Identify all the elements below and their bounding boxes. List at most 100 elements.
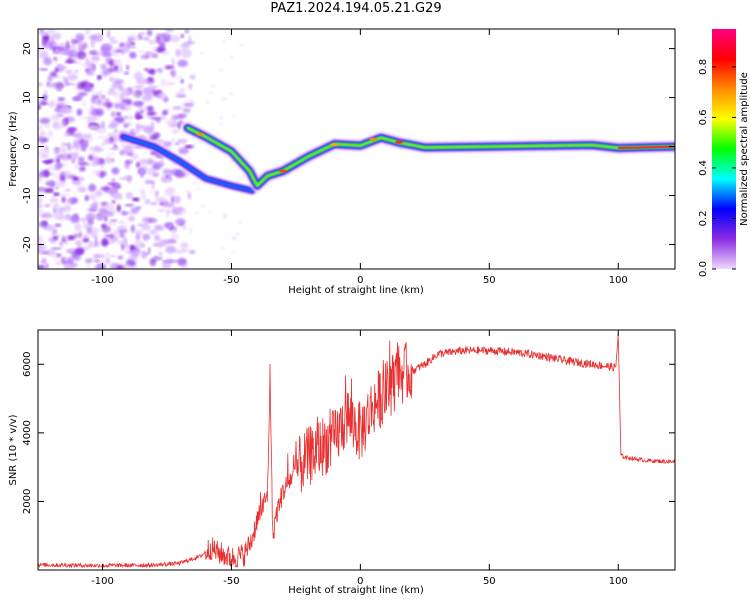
noise-blob: [142, 87, 152, 95]
noise-blob: [222, 215, 227, 219]
noise-blob: [96, 135, 106, 139]
noise-blob: [205, 100, 210, 104]
noise-blob: [74, 133, 83, 140]
noise-blob: [195, 187, 200, 191]
noise-blob: [71, 180, 82, 185]
ridge-hotspot: [196, 132, 205, 136]
colorbar-tick-label: 0.2: [698, 211, 709, 227]
noise-blob: [95, 212, 105, 221]
noise-blob: [83, 86, 91, 93]
noise-blob: [144, 158, 155, 165]
noise-blob: [41, 40, 46, 46]
noise-blob: [142, 93, 153, 102]
noise-blob: [85, 212, 96, 222]
noise-blob: [180, 263, 188, 269]
noise-blob: [116, 112, 122, 116]
noise-blob: [38, 125, 43, 131]
noise-blob: [76, 108, 83, 116]
noise-blob: [110, 111, 116, 117]
noise-blob: [168, 174, 173, 182]
noise-blob: [123, 264, 132, 269]
top-y-tick-label: 0: [22, 143, 33, 149]
noise-blob: [159, 202, 164, 206]
noise-blob: [117, 99, 123, 103]
noise-blob: [65, 69, 74, 73]
noise-blob: [63, 77, 69, 84]
noise-blob: [55, 185, 59, 191]
bottom-x-tick-label: 50: [483, 576, 496, 587]
noise-blob: [116, 204, 121, 213]
noise-blob: [111, 167, 120, 175]
noise-blob: [109, 40, 119, 44]
noise-blob: [58, 193, 70, 197]
noise-blob: [155, 196, 167, 203]
noise-blob: [155, 118, 161, 124]
noise-blob: [80, 55, 86, 58]
noise-blob: [114, 77, 119, 83]
noise-blob: [71, 38, 77, 46]
bottom-y-axis: 2000 4000 6000: [22, 352, 675, 514]
noise-blob: [229, 55, 234, 59]
noise-blob: [165, 82, 176, 86]
noise-blob: [52, 121, 63, 130]
noise-blob: [71, 96, 83, 101]
noise-blob: [50, 82, 56, 87]
noise-blob: [81, 62, 93, 68]
noise-blob: [180, 102, 185, 106]
noise-blob: [132, 197, 140, 202]
noise-blob: [84, 244, 94, 249]
noise-blob: [42, 257, 46, 265]
noise-blob: [218, 122, 223, 126]
noise-blob: [64, 266, 69, 269]
noise-blob: [129, 115, 133, 120]
noise-blob: [75, 61, 82, 65]
noise-blob: [180, 34, 185, 39]
noise-blob: [138, 37, 150, 40]
noise-blob: [87, 208, 97, 212]
colorbar-tick-label: 0.4: [698, 160, 709, 176]
noise-blob: [107, 124, 117, 129]
noise-blob: [139, 190, 146, 194]
noise-blob: [42, 154, 49, 159]
noise-blob: [136, 206, 142, 210]
snr-series-line: [38, 333, 675, 569]
noise-blob: [43, 188, 54, 193]
noise-blob: [88, 125, 99, 130]
top-y-tick-label: 20: [22, 42, 33, 55]
noise-blob: [56, 180, 67, 188]
noise-blob: [220, 246, 225, 250]
noise-blob: [50, 71, 57, 77]
bottom-x-tick-label: 0: [357, 576, 363, 587]
noise-blob: [161, 50, 170, 56]
noise-blob: [102, 170, 107, 177]
noise-blob: [232, 114, 237, 118]
noise-blob: [155, 227, 165, 232]
noise-blob: [72, 253, 82, 262]
noise-blob: [119, 255, 125, 260]
noise-blob: [39, 130, 46, 139]
noise-blob: [58, 107, 70, 114]
ridge-hotspot: [395, 140, 404, 144]
noise-blob: [120, 243, 125, 251]
noise-blob: [174, 142, 180, 146]
noise-blob: [129, 249, 136, 253]
noise-blob: [144, 220, 148, 226]
noise-blob: [84, 258, 93, 264]
noise-blob: [54, 57, 59, 63]
noise-blob: [53, 163, 60, 172]
top-ylabel: Frequency (Hz): [8, 111, 19, 187]
noise-blob: [53, 236, 59, 240]
noise-blob: [43, 90, 48, 96]
noise-blob: [133, 85, 144, 89]
noise-blob: [74, 70, 79, 73]
ridge-hotspot: [330, 142, 339, 147]
top-y-tick-label: -10: [22, 187, 33, 203]
noise-blob: [199, 51, 204, 55]
noise-blob: [157, 92, 167, 99]
noise-blob: [102, 52, 112, 57]
bottom-x-tick-label: -50: [223, 576, 239, 587]
noise-blob: [109, 36, 116, 41]
bottom-xlabel: Height of straight line (km): [288, 585, 424, 596]
noise-blob: [97, 98, 102, 105]
noise-blob: [104, 98, 110, 104]
